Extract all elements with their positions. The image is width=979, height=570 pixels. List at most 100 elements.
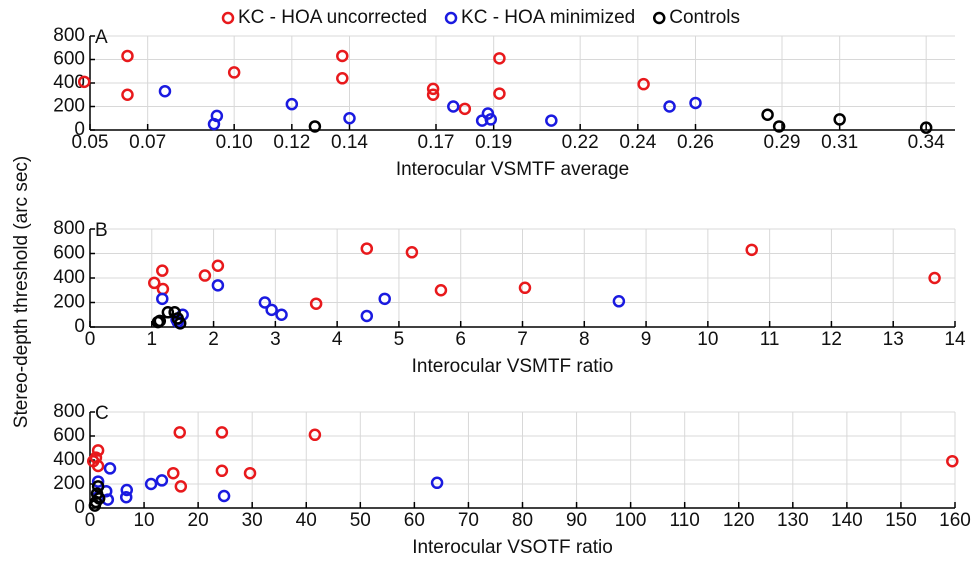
y-tick-label: 600 — [53, 425, 85, 446]
point — [120, 483, 134, 497]
point — [275, 308, 288, 321]
point — [211, 259, 225, 272]
legend-label: KC - HOA uncorrected — [238, 7, 427, 28]
point — [91, 480, 105, 493]
x-tick-label: 10 — [133, 510, 154, 531]
point — [405, 246, 419, 259]
point — [215, 464, 229, 478]
point — [285, 97, 299, 111]
point — [343, 112, 356, 125]
x-tick-label: 1 — [146, 329, 157, 350]
point — [493, 52, 506, 65]
point — [360, 242, 374, 255]
y-tick-label: 600 — [53, 243, 85, 264]
y-tick-label: 0 — [74, 119, 85, 140]
point — [198, 269, 212, 282]
point — [215, 426, 229, 439]
x-tick-label: 0.10 — [216, 132, 253, 153]
point — [174, 480, 188, 493]
x-tick-label: 4 — [332, 329, 343, 350]
x-tick-label: 0.22 — [562, 132, 599, 153]
point — [833, 113, 846, 126]
point — [156, 292, 169, 306]
x-tick-label: 10 — [697, 329, 718, 350]
y-axis-label: Stereo-depth threshold (arc sec) — [11, 156, 32, 428]
point — [91, 475, 105, 488]
point — [928, 271, 941, 285]
legend-label: KC - HOA minimized — [461, 7, 635, 28]
x-tick-label: 5 — [394, 329, 405, 350]
x-tick-label: 80 — [512, 510, 533, 531]
point — [155, 474, 169, 487]
y-tick-label: 800 — [53, 25, 85, 46]
point — [173, 426, 186, 439]
point — [493, 87, 506, 100]
x-tick-label: 40 — [296, 510, 317, 531]
point — [91, 444, 105, 457]
point — [121, 88, 134, 101]
y-tick-label: 800 — [53, 218, 85, 239]
y-tick-label: 200 — [53, 292, 85, 313]
point — [156, 264, 169, 277]
x-tick-label: 0.07 — [129, 132, 166, 153]
point — [86, 454, 100, 468]
x-tick-label: 0.14 — [331, 132, 368, 153]
point — [637, 77, 650, 91]
point — [243, 466, 257, 480]
point — [153, 314, 167, 328]
point — [434, 284, 448, 297]
point — [167, 466, 180, 480]
point — [227, 66, 241, 79]
point — [475, 114, 489, 127]
point — [168, 306, 181, 319]
point — [745, 243, 758, 257]
x-tick-label: 13 — [883, 329, 904, 350]
x-tick-label: 130 — [777, 510, 809, 531]
point — [258, 296, 272, 309]
point — [308, 428, 322, 442]
x-tick-label: 7 — [517, 329, 528, 350]
x-tick-label: 100 — [615, 510, 647, 531]
x-tick-label: 0.31 — [821, 132, 858, 153]
point — [77, 75, 91, 89]
x-tick-label: 0.34 — [908, 132, 945, 153]
point — [103, 462, 117, 475]
point — [545, 114, 558, 127]
point — [119, 490, 133, 504]
y-tick-label: 800 — [53, 401, 85, 422]
y-tick-label: 200 — [53, 473, 85, 494]
point — [772, 120, 786, 133]
y-tick-label: 400 — [53, 449, 85, 470]
point — [426, 88, 440, 101]
point — [378, 292, 391, 306]
panel-label: B — [95, 220, 108, 241]
x-tick-label: 0 — [85, 329, 96, 350]
y-tick-label: 400 — [53, 72, 85, 93]
point — [447, 100, 460, 113]
x-tick-label: 70 — [458, 510, 479, 531]
legend-marker — [221, 11, 235, 25]
x-axis-label: Interocular VSMTF average — [396, 159, 629, 180]
x-tick-label: 2 — [208, 329, 219, 350]
y-tick-label: 200 — [53, 96, 85, 117]
point — [121, 49, 134, 63]
x-tick-label: 20 — [188, 510, 209, 531]
point — [336, 49, 349, 63]
x-tick-label: 9 — [641, 329, 652, 350]
x-tick-label: 60 — [404, 510, 425, 531]
x-tick-label: 0 — [85, 510, 96, 531]
point — [518, 281, 532, 295]
point — [308, 120, 322, 133]
x-tick-label: 8 — [579, 329, 590, 350]
x-tick-label: 0.29 — [764, 132, 801, 153]
x-tick-label: 110 — [670, 510, 700, 531]
x-tick-label: 11 — [760, 329, 780, 350]
point — [360, 309, 374, 323]
panel-label: A — [95, 27, 108, 48]
x-tick-label: 6 — [455, 329, 466, 350]
point — [309, 297, 323, 310]
point — [92, 492, 106, 505]
x-tick-label: 140 — [831, 510, 863, 531]
panel-label: C — [95, 403, 109, 424]
point — [458, 102, 472, 116]
